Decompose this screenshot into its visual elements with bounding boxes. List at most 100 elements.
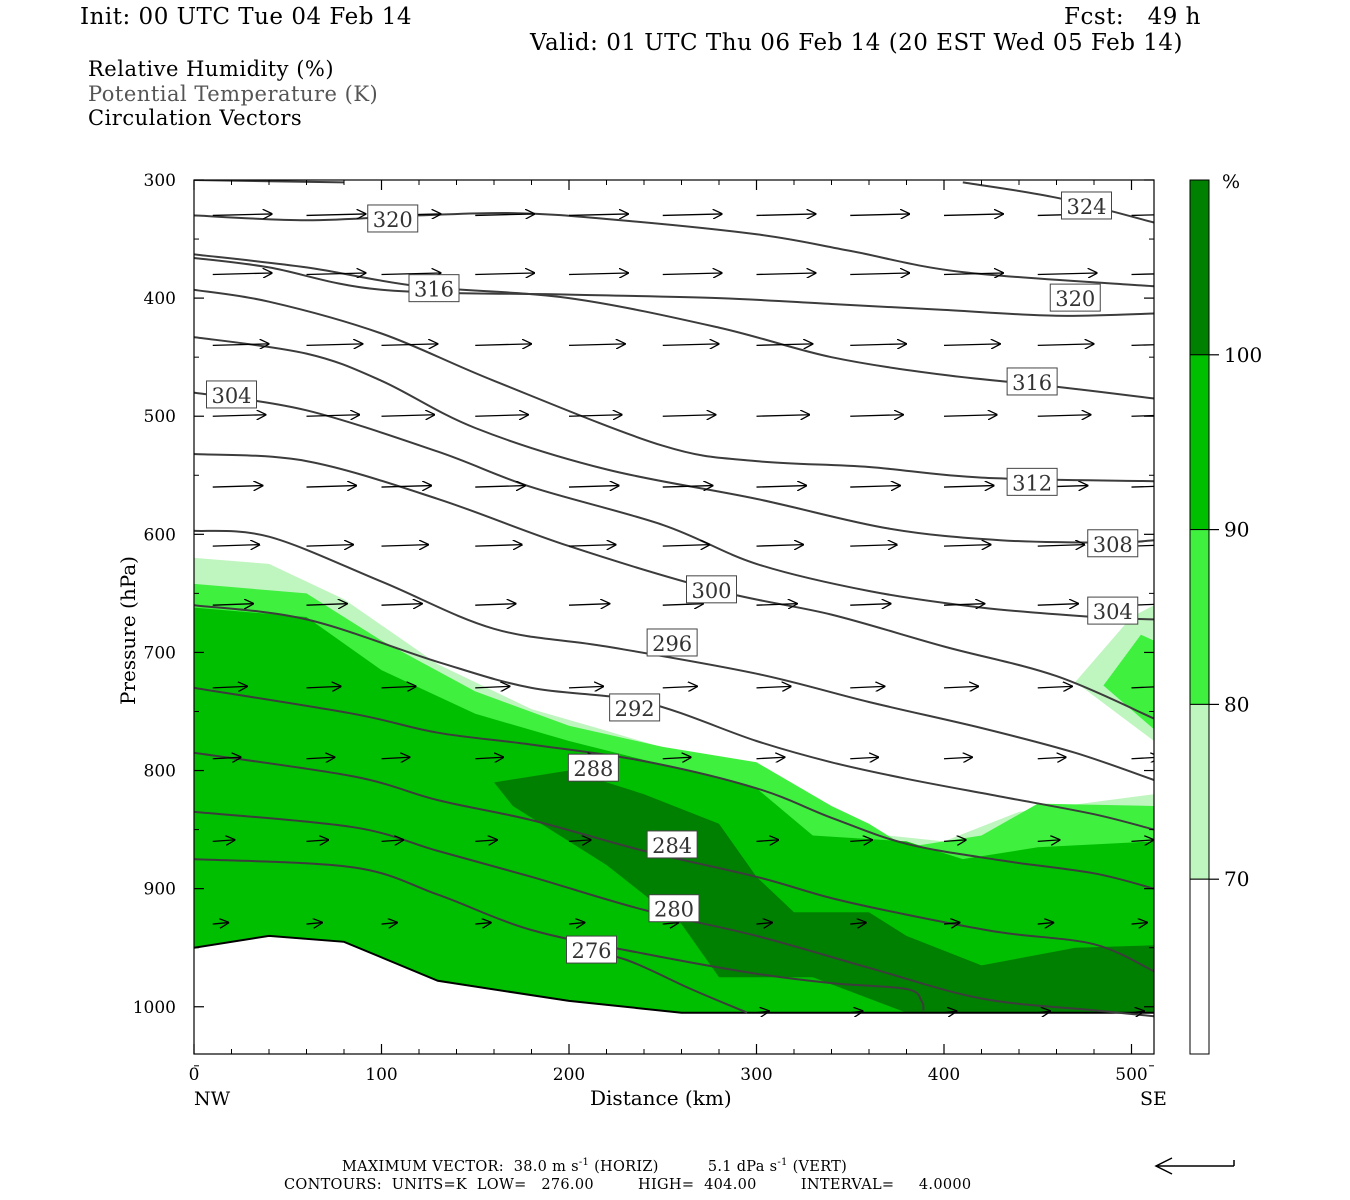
- contour-label: 296: [652, 632, 692, 656]
- circulation-vector: [212, 923, 229, 925]
- circulation-vector: [1037, 840, 1060, 842]
- circulation-vector: [756, 273, 816, 275]
- circulation-vector: [568, 686, 603, 688]
- circulation-vector: [943, 1011, 956, 1013]
- colorbar-label: 100: [1224, 343, 1262, 367]
- circulation-vector: [1037, 273, 1097, 275]
- circulation-vector: [850, 840, 872, 842]
- y-tick-label: 900: [144, 880, 176, 900]
- contour-label: 304: [211, 384, 251, 408]
- circulation-vector: [306, 604, 347, 606]
- contour-label-box: [609, 693, 661, 722]
- circulation-vector: [475, 840, 497, 842]
- terrain-line: [194, 934, 1154, 1014]
- circulation-vector: [943, 604, 984, 606]
- contour-label: 284: [652, 834, 692, 858]
- contour-label-box: [646, 830, 698, 859]
- circulation-vector: [1037, 344, 1094, 346]
- x-tick-label: 0: [189, 1065, 200, 1085]
- circulation-vector: [212, 686, 247, 688]
- x-tick-label: 500: [1115, 1065, 1147, 1085]
- circulation-vector: [756, 840, 779, 842]
- circulation-vector: [662, 486, 713, 488]
- circulation-vector: [850, 214, 909, 216]
- rh-region-80: [1103, 634, 1154, 730]
- circulation-vector: [475, 486, 525, 488]
- footer-contours: CONTOURS: UNITS=K LOW= 276.00 HIGH= 404.…: [284, 1177, 972, 1193]
- circulation-vector: [850, 1011, 862, 1013]
- circulation-vector: [568, 840, 591, 842]
- circulation-vector: [756, 604, 797, 606]
- contour-label: 316: [414, 278, 454, 302]
- circulation-vector: [850, 604, 890, 606]
- theta-contour-line: [194, 686, 1154, 890]
- circulation-vector: [475, 273, 534, 275]
- contour-label-box: [566, 935, 617, 964]
- terrain-fill: [194, 935, 1154, 1054]
- circulation-vector: [212, 604, 253, 606]
- contour-label-box: [1061, 191, 1112, 220]
- circulation-vector: [850, 757, 878, 759]
- circulation-vector: [475, 757, 503, 759]
- colorbar-label: 80: [1224, 692, 1249, 716]
- contour-labels: 324 320 316 320 316 304 312 308 300 304 296 292 288 2…: [206, 191, 1139, 964]
- circulation-vector: [662, 344, 719, 346]
- circulation-vector: [756, 686, 791, 688]
- forecast-hour: Fcst: 49 h: [1064, 4, 1201, 30]
- circulation-vector: [568, 486, 619, 488]
- circulation-vector: [568, 545, 616, 547]
- circulation-vector: [306, 214, 366, 216]
- field-theta-label: Potential Temperature (K): [88, 82, 379, 106]
- colorbar-label: 70: [1224, 867, 1249, 891]
- contour-label-box: [686, 575, 737, 604]
- circulation-vector: [850, 273, 909, 275]
- circulation-vector: [850, 344, 906, 346]
- y-tick-label: 400: [144, 289, 176, 309]
- x-tick-label: 300: [740, 1065, 772, 1085]
- y-tick-label: 500: [144, 407, 176, 427]
- circulation-vector: [662, 686, 697, 688]
- circulation-vector: [568, 214, 628, 216]
- circulation-vector: [381, 840, 404, 842]
- circulation-vector: [756, 757, 785, 759]
- circulation-vector: [381, 757, 410, 759]
- circulation-vector: [943, 415, 997, 417]
- rh-shading: [194, 557, 1154, 1054]
- circulation-vectors: [212, 214, 1154, 1013]
- circulation-vector: [306, 415, 360, 417]
- footer-max-vector: MAXIMUM VECTOR: 38.0 m s-1 (HORIZ) 5.1 d…: [342, 1157, 847, 1175]
- circulation-vector: [212, 344, 269, 346]
- theta-contour-line: [194, 604, 1154, 831]
- circulation-vector: [381, 686, 416, 688]
- circulation-vector: [212, 486, 263, 488]
- contour-label-box: [1087, 596, 1139, 625]
- circulation-vector: [756, 545, 804, 547]
- circulation-vector: [381, 415, 435, 417]
- circulation-vector: [943, 923, 960, 925]
- circulation-vector: [662, 415, 716, 417]
- circulation-vector: [212, 214, 272, 216]
- circulation-vector: [212, 757, 241, 759]
- circulation-vector: [1131, 214, 1154, 217]
- circulation-vector: [943, 486, 994, 488]
- x-tick-label: 200: [553, 1065, 585, 1085]
- colorbar-segment: [1189, 703, 1210, 880]
- circulation-vector: [943, 214, 1003, 216]
- x-axis-title: Distance (km): [590, 1086, 732, 1110]
- max-vector-horiz: MAXIMUM VECTOR: 38.0 m s: [342, 1158, 579, 1175]
- circulation-vector: [475, 545, 522, 547]
- contour-label-box: [1006, 367, 1058, 396]
- circulation-vector: [943, 757, 972, 759]
- circulation-vector: [381, 545, 429, 547]
- max-vector-vert: 5.1 dPa s: [707, 1158, 778, 1175]
- circulation-vector: [1037, 686, 1072, 688]
- circulation-vector: [850, 486, 900, 488]
- circulation-vector: [1131, 273, 1154, 276]
- circulation-vector: [1131, 485, 1154, 488]
- circulation-vector: [306, 273, 366, 275]
- contour-label: 288: [573, 757, 613, 781]
- circulation-vector: [381, 273, 441, 275]
- contour-label-box: [648, 894, 700, 923]
- circulation-vector: [306, 757, 335, 759]
- circulation-vector: [212, 545, 260, 547]
